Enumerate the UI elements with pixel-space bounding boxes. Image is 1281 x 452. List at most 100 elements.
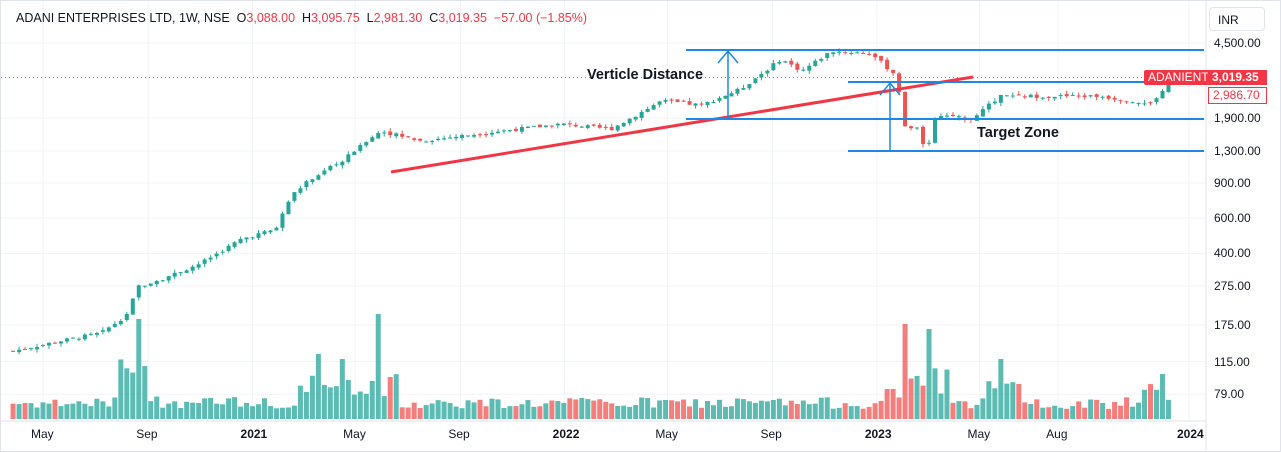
volume-bar <box>273 408 279 419</box>
candle-body <box>1124 101 1129 103</box>
volume-bar <box>782 405 788 419</box>
volume-bar <box>267 405 273 419</box>
candle-body <box>244 237 249 240</box>
candle-body <box>519 126 524 132</box>
candle-body <box>783 61 788 63</box>
volume-bar <box>351 394 357 419</box>
volume-bar <box>327 387 333 419</box>
candle-body <box>1046 96 1051 98</box>
candle-body <box>328 165 333 171</box>
volume-bar <box>597 399 603 419</box>
candle-body <box>1106 95 1111 99</box>
candle-body <box>442 138 447 140</box>
x-tick-label: 2022 <box>552 427 580 441</box>
volume-bar <box>992 388 998 419</box>
volume-bar <box>154 396 160 419</box>
y-tick-label: 900.00 <box>1214 175 1251 190</box>
volume-bar <box>262 398 268 419</box>
volume-bar <box>1124 397 1130 419</box>
volume-bar <box>716 399 722 419</box>
volume-bar <box>633 405 639 419</box>
volume-bar <box>956 401 962 419</box>
candle-body <box>412 138 417 140</box>
candle-body <box>1130 102 1135 104</box>
volume-bar <box>902 324 908 419</box>
candle-body <box>112 323 117 327</box>
volume-bar <box>1028 403 1034 419</box>
volume-bar <box>172 401 178 419</box>
candle-body <box>52 342 57 344</box>
candle-body <box>489 132 494 135</box>
candle-body <box>1034 94 1039 98</box>
volume-bar <box>585 399 591 419</box>
close-label: C <box>429 11 439 25</box>
candle-body <box>1028 94 1033 98</box>
x-tick-label: 2024 <box>1177 427 1204 441</box>
x-tick-label: Sep <box>760 427 782 441</box>
volume-bar <box>944 369 950 419</box>
volume-bar <box>76 401 82 419</box>
candle-body <box>663 100 668 102</box>
volume-bar <box>800 400 806 419</box>
candle-body <box>11 350 16 352</box>
candle-body <box>729 93 734 97</box>
candle-body <box>160 280 165 282</box>
candle-body <box>190 266 195 271</box>
candle-body <box>669 99 674 101</box>
candle-body <box>286 201 291 215</box>
volume-bar <box>842 403 848 419</box>
arrow-head-icon <box>717 49 739 64</box>
volume-bar <box>1094 399 1100 419</box>
target-zone-label[interactable]: Target Zone <box>977 125 1059 141</box>
currency-button[interactable]: INR <box>1209 7 1265 31</box>
candle-body <box>298 188 303 193</box>
candle-body <box>723 95 728 99</box>
candle-body <box>831 52 836 55</box>
candle-body <box>358 144 363 151</box>
volume-bar <box>375 314 381 419</box>
volume-bar <box>579 397 585 419</box>
open-label: O <box>236 11 247 25</box>
close-value: 3,019.35 <box>438 11 487 25</box>
volume-bar <box>1165 399 1171 419</box>
y-tick-label: 600.00 <box>1214 211 1251 226</box>
volume-bar <box>1076 401 1082 419</box>
volume-bar <box>639 397 645 419</box>
volume-bar <box>806 404 812 419</box>
candle-body <box>370 137 375 142</box>
volume-bar <box>46 403 52 419</box>
volume-bar <box>645 398 651 419</box>
volume-bar <box>555 401 561 419</box>
candle-body <box>693 103 698 106</box>
candle-body <box>759 74 764 78</box>
candle-body <box>543 125 548 127</box>
volume-bar <box>1022 402 1028 419</box>
vertical-distance-label[interactable]: Verticle Distance <box>587 67 704 83</box>
volume-bar <box>878 400 884 419</box>
volume-bar <box>429 403 435 419</box>
candle-body <box>88 333 93 335</box>
volume-bar <box>106 406 112 419</box>
candle-body <box>418 138 423 141</box>
candle-body <box>591 124 596 126</box>
volume-bar <box>932 368 938 419</box>
volume-bar <box>561 402 567 419</box>
candle-body <box>400 133 405 137</box>
symbol-title: ADANI ENTERPRISES LTD, 1W, NSE <box>16 11 230 25</box>
last-price-tag: 3,019.35 <box>1208 70 1267 85</box>
volume-bar <box>226 398 232 419</box>
volume-bar <box>770 399 776 419</box>
volume-bar <box>794 403 800 419</box>
candle-body <box>861 52 866 54</box>
volume-bar <box>142 366 148 419</box>
volume-bar <box>1010 382 1016 419</box>
candle-body <box>645 108 650 112</box>
candle-body <box>741 88 746 90</box>
candle-body <box>585 125 590 128</box>
legend-header: ADANI ENTERPRISES LTD, 1W, NSE O3,088.00… <box>16 11 587 25</box>
volume-bar <box>573 399 579 419</box>
candle-body <box>232 242 237 247</box>
volume-bar <box>124 368 130 419</box>
candle-body <box>448 137 453 139</box>
